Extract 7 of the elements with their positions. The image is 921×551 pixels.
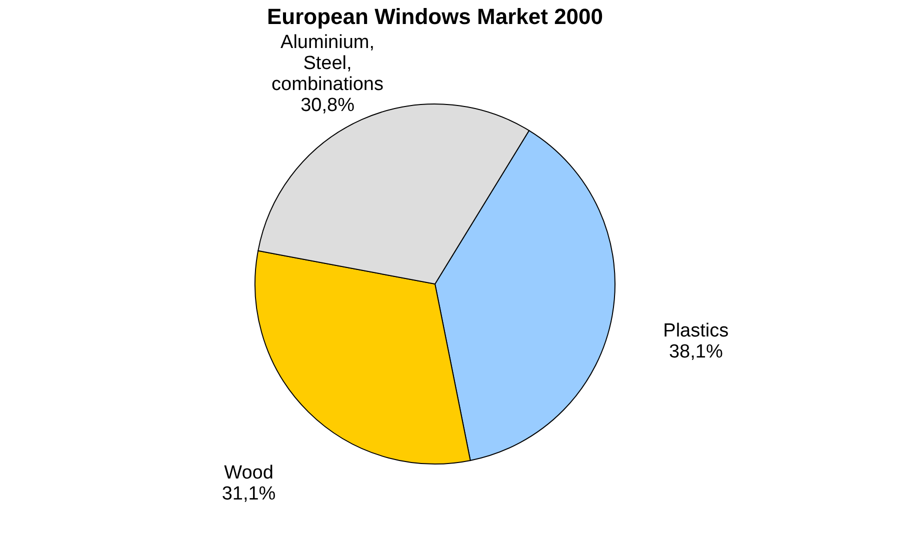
data-label: 38,1% bbox=[668, 341, 723, 362]
slice-label: Wood bbox=[224, 462, 274, 484]
slice-label: Aluminium, Steel, combinations bbox=[272, 32, 384, 95]
data-label: 30,8% bbox=[300, 94, 355, 116]
chart-title: European Windows Market 2000 bbox=[266, 4, 604, 29]
slice-label: Plastics bbox=[663, 320, 729, 342]
data-label: 31,1% bbox=[222, 484, 276, 505]
